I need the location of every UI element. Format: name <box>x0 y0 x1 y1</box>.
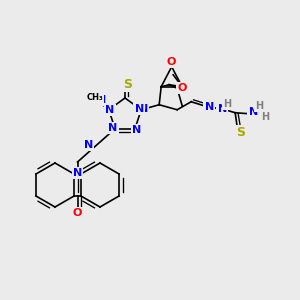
Text: O: O <box>178 83 187 93</box>
Text: H: H <box>223 99 231 109</box>
Text: CH₃: CH₃ <box>86 93 103 102</box>
Text: N: N <box>84 140 93 150</box>
Text: S: S <box>124 77 133 91</box>
Text: N: N <box>105 105 115 115</box>
Text: O: O <box>73 208 82 218</box>
Text: H: H <box>261 112 269 122</box>
Text: N: N <box>248 107 258 117</box>
Text: N: N <box>108 123 118 133</box>
Text: S: S <box>236 126 245 139</box>
Text: H: H <box>255 101 263 111</box>
Text: N: N <box>134 104 144 114</box>
Text: N: N <box>132 125 142 135</box>
Text: N: N <box>73 168 82 178</box>
Text: N: N <box>205 102 214 112</box>
Text: N: N <box>139 104 148 114</box>
Text: O: O <box>167 57 176 67</box>
Text: N: N <box>218 104 227 114</box>
Text: N: N <box>97 95 105 105</box>
